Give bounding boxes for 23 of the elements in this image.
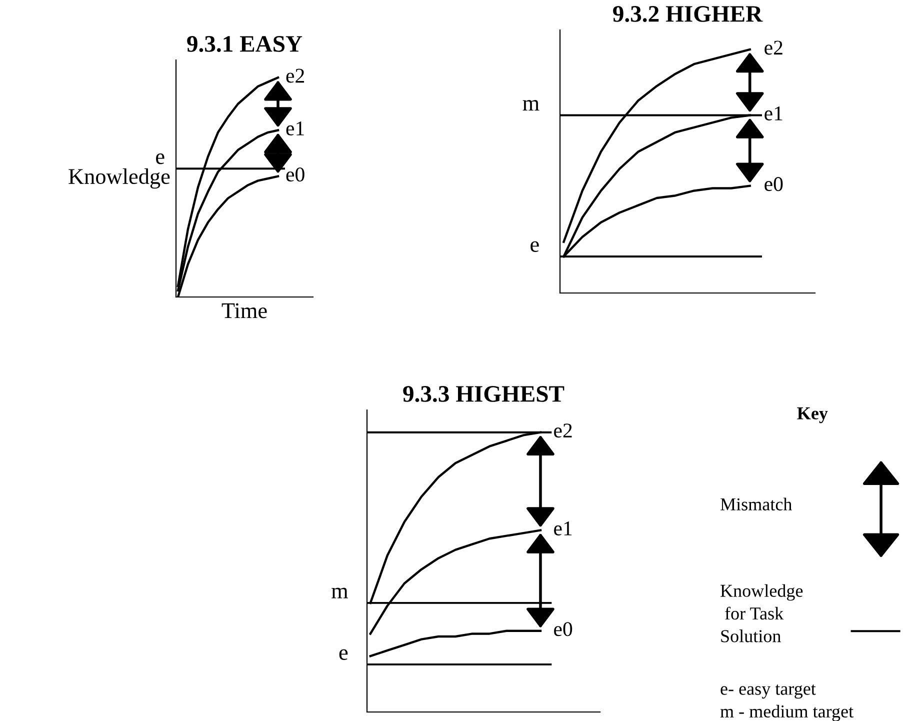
series-label: e2 [764,40,782,55]
chart-title: 9.3.2 HIGHER [613,6,763,22]
text: Key [797,407,828,424]
chart-title: 9.3.1 EASY [187,36,302,52]
series-label: e2 [286,68,304,83]
ref-line-label: e [530,241,539,252]
legend-label: e0 [286,167,304,182]
x-axis-title: Time [222,303,267,318]
ref-line-label: m [332,588,348,598]
legend-label: e1 [764,106,782,120]
text: Knowledge for Task Solution [720,584,803,642]
legend-label: e1 [286,121,304,136]
text: e- easy target m - medium target [720,684,854,721]
ref-line-label: m [522,100,540,110]
chart-title: 9.3.3 HIGHEST [403,386,564,402]
legend-label: e0 [554,622,572,636]
ref-line-label: e [339,649,348,660]
y-axis-title: Knowledge [68,168,170,189]
legend-label: e0 [764,177,783,192]
series-label: e2 [554,424,572,438]
text: Mismatch [720,498,792,510]
legend-label: e1 [554,521,572,536]
ref-line-label: e [156,153,164,164]
